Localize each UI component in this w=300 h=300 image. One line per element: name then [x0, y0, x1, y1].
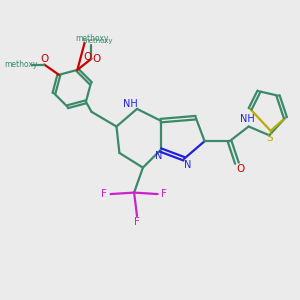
Text: O: O — [83, 52, 91, 62]
Text: methoxy: methoxy — [75, 34, 108, 43]
Text: O: O — [236, 164, 244, 173]
Text: N: N — [184, 160, 191, 170]
Text: F: F — [101, 189, 107, 199]
Text: methoxy: methoxy — [82, 38, 113, 44]
Text: N: N — [155, 152, 163, 161]
Text: S: S — [266, 133, 272, 143]
Text: O: O — [93, 54, 101, 64]
Text: F: F — [161, 189, 167, 199]
Text: NH: NH — [240, 114, 255, 124]
Text: NH: NH — [123, 99, 138, 109]
Text: methoxy: methoxy — [4, 60, 38, 69]
Text: O: O — [40, 54, 48, 64]
Text: F: F — [134, 217, 140, 227]
